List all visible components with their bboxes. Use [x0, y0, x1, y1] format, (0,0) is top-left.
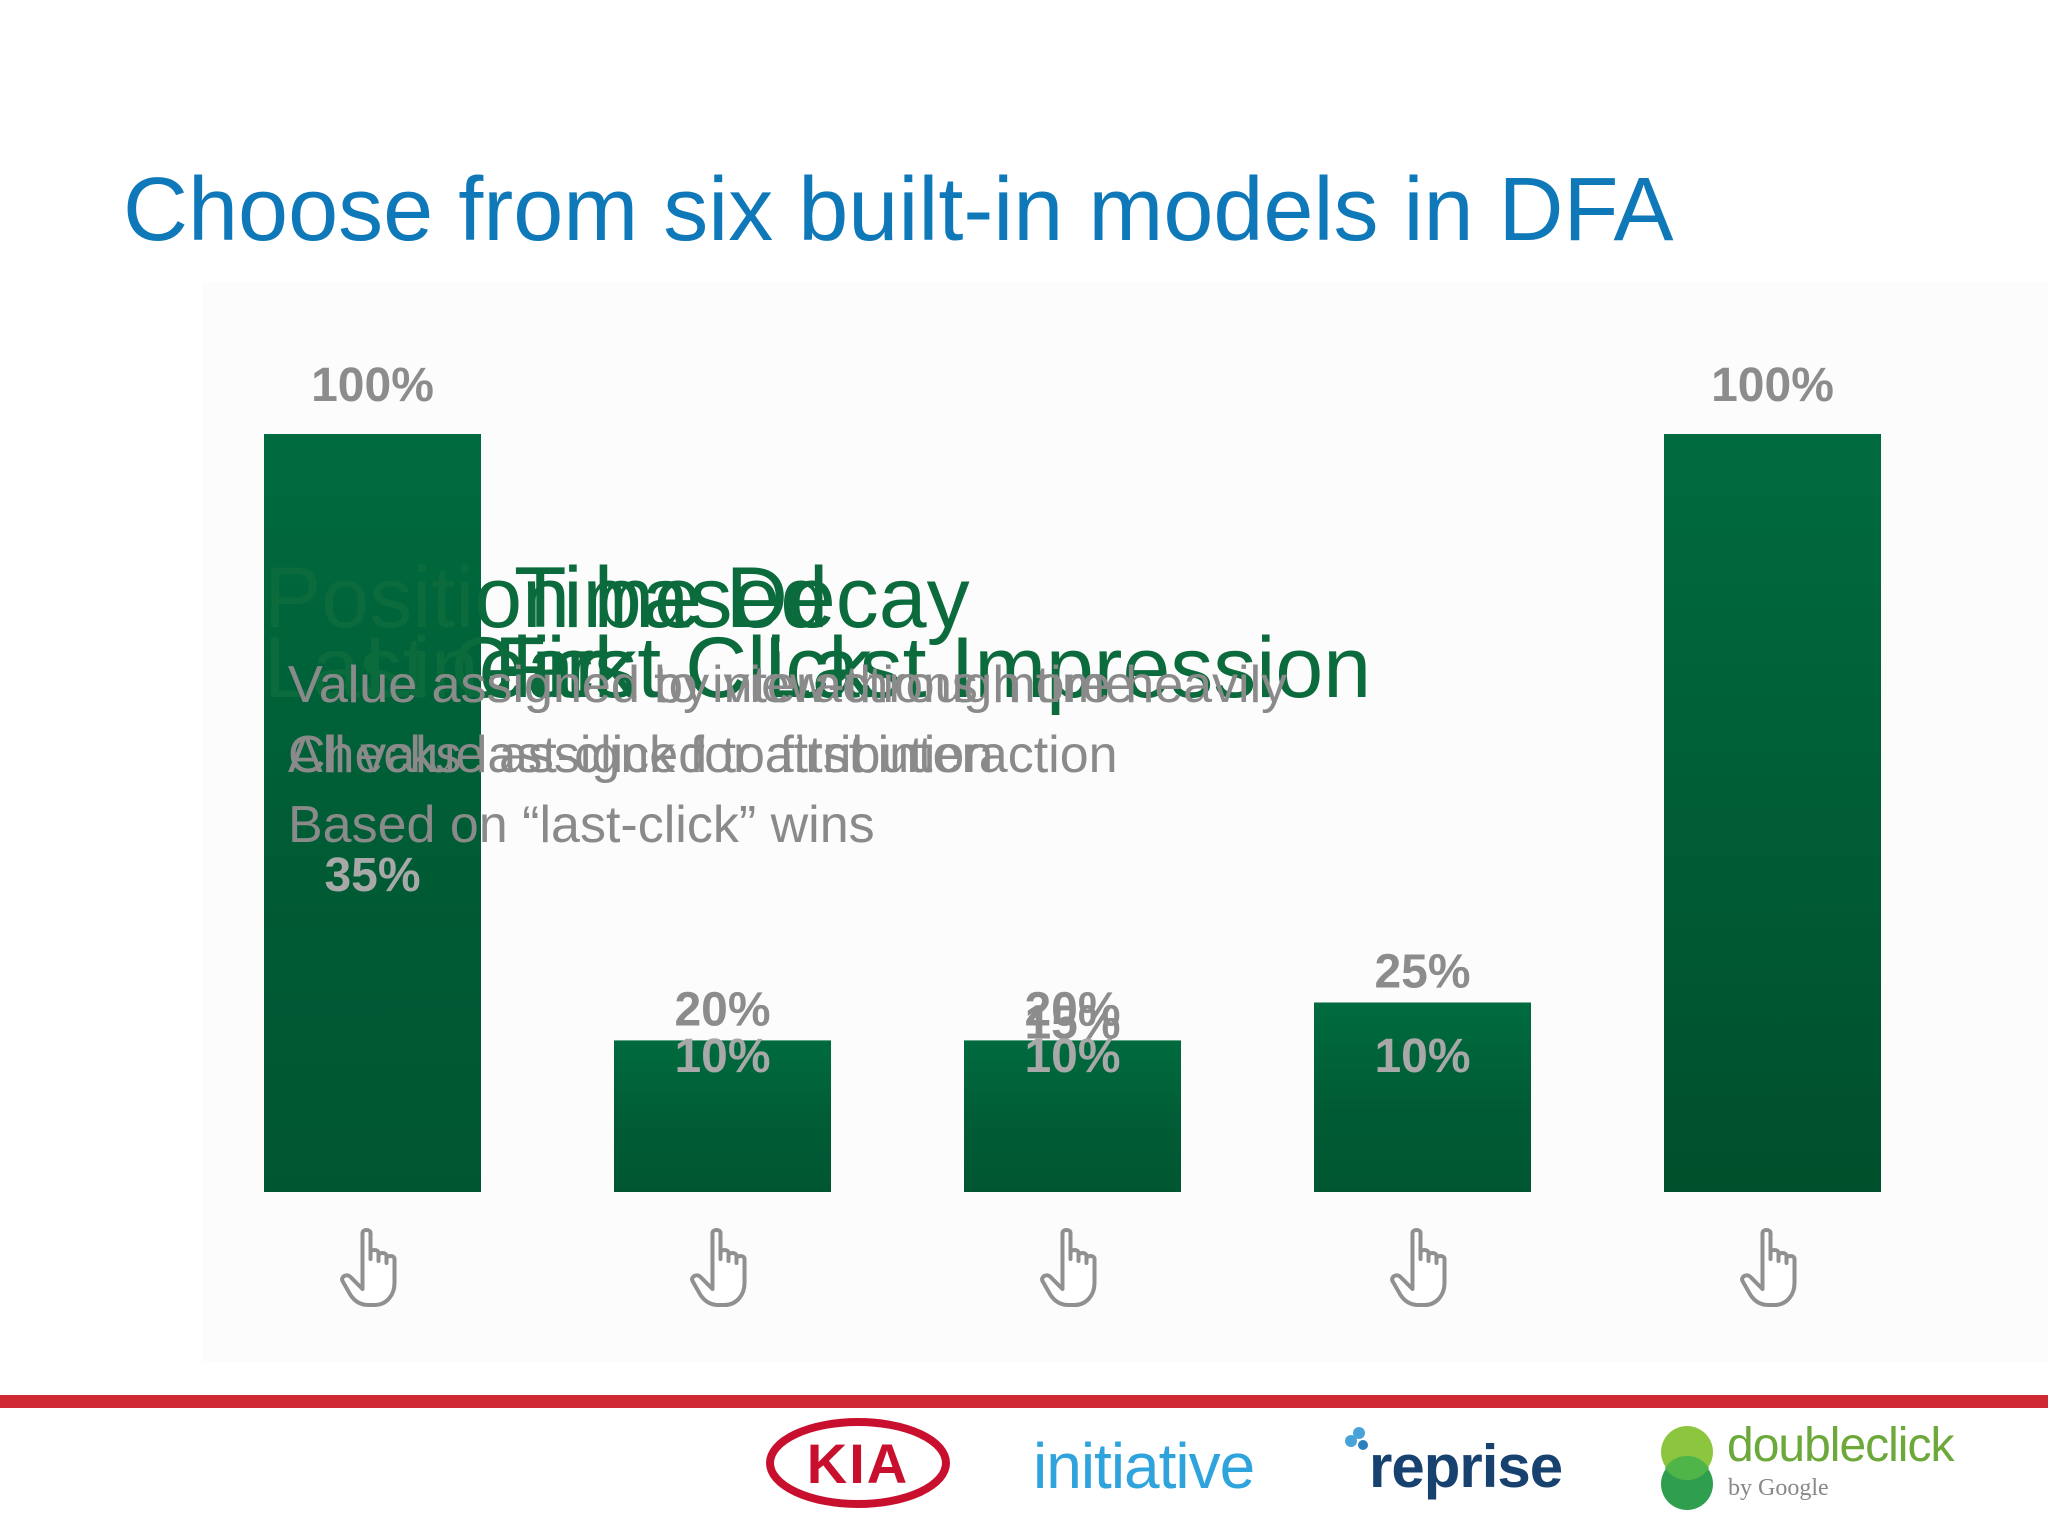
data-label: 20%	[674, 983, 770, 1036]
data-label: 10%	[674, 1030, 770, 1083]
reprise-logo: reprise	[1343, 1425, 1563, 1515]
data-label: 100%	[1711, 359, 1834, 412]
doubleclick-logo-text: doubleclick	[1727, 1419, 1954, 1472]
bar	[1664, 434, 1881, 1192]
bar-chart: 100%35%20%10%20%15%10%25%10%100%Position…	[264, 359, 1881, 1307]
data-label: 15%	[1024, 996, 1120, 1049]
pointing-hand-icon	[1390, 1228, 1447, 1307]
pointing-hand-icon	[1040, 1228, 1097, 1307]
footer-divider	[0, 1395, 2048, 1408]
page-title: Choose from six built-in models in DFA	[123, 160, 1674, 260]
model-name: Last Click	[264, 620, 638, 716]
model-name: Time Decay	[514, 550, 970, 646]
model-description: All value assigned to first interaction	[288, 726, 1118, 784]
kia-logo: KIA	[766, 1418, 950, 1508]
data-label: 20%	[1024, 983, 1120, 1036]
doubleclick-mark-icon	[1661, 1426, 1713, 1510]
bar-segment	[264, 926, 481, 1192]
bar-segment	[614, 1116, 831, 1192]
model-name: Linear	[364, 620, 603, 716]
pointing-hand-icon	[1740, 1228, 1797, 1307]
model-description: Based on “last-click” wins	[288, 796, 875, 854]
doubleclick-logo: doubleclick by Google	[1655, 1420, 1955, 1520]
data-label: 10%	[1024, 1030, 1120, 1083]
model-description: Value assigned by view-through time	[288, 656, 1134, 714]
pointing-hand-icon	[690, 1228, 747, 1307]
kia-logo-text: KIA	[807, 1432, 909, 1495]
model-name: Last Impression	[764, 620, 1371, 716]
data-label: 100%	[311, 359, 434, 412]
initiative-logo: initiative	[1033, 1430, 1255, 1502]
reprise-logo-text: reprise	[1369, 1433, 1563, 1500]
model-name: Position based	[264, 550, 828, 646]
data-label: 10%	[1374, 1030, 1470, 1083]
model-name: First Click	[494, 620, 872, 716]
doubleclick-logo-subtext: by Google	[1728, 1475, 1829, 1501]
model-description: Checks last-click for attribution	[288, 726, 993, 784]
data-label: 25%	[1374, 946, 1470, 999]
bar-segment	[964, 1116, 1181, 1192]
data-label: 35%	[324, 849, 420, 902]
reprise-mark-icon	[1345, 1427, 1368, 1450]
model-description: Value assigned to interactions more heav…	[288, 656, 1287, 714]
chart-area: 100% 35% 20% 10% 20% 15% 10% 25% 10% 100% Position…	[203, 282, 2048, 1362]
pointing-hand-icon	[340, 1228, 397, 1307]
bar-segment	[1314, 1116, 1531, 1192]
